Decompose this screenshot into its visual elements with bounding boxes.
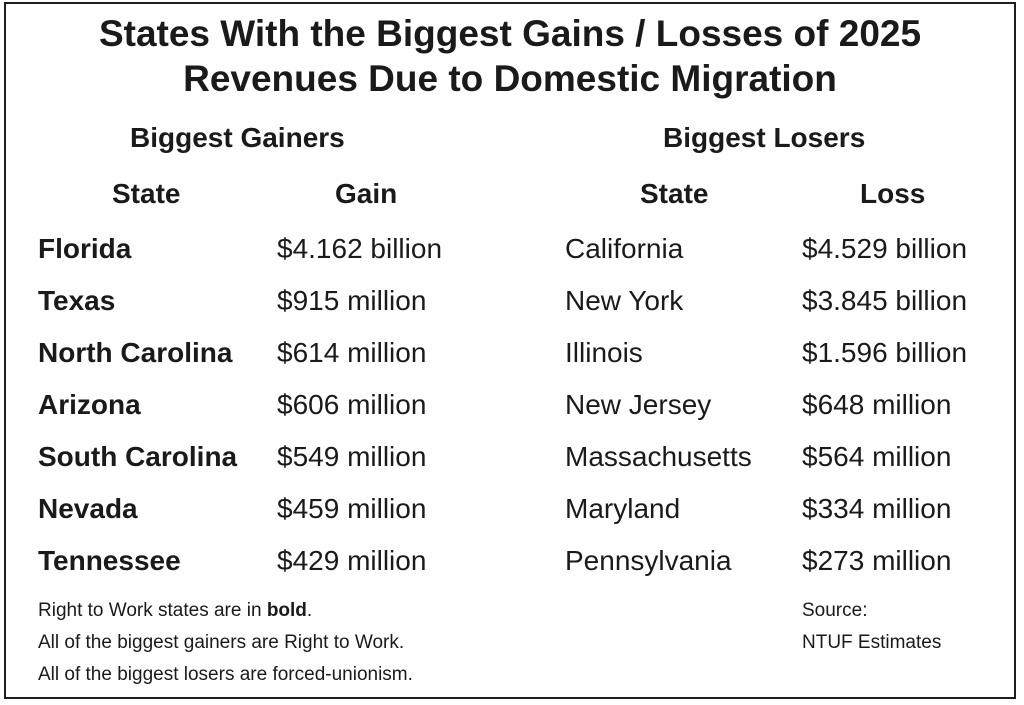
gainer-state-cell: North Carolina: [38, 337, 233, 368]
gainer-state-cell: Tennessee: [38, 545, 181, 576]
gainer-gain-cell: $614 million: [277, 337, 427, 368]
source-value: NTUF Estimates: [802, 632, 942, 653]
loser-loss-cell: $648 million: [802, 389, 952, 420]
gainer-state-cell: Arizona: [38, 389, 141, 420]
loser-state-cell: Maryland: [565, 493, 681, 524]
gainer-state-cell: Florida: [38, 233, 132, 264]
source-label: Source:: [802, 600, 868, 621]
loser-loss-cell: $3.845 billion: [802, 285, 968, 316]
gainer-gain-cell: $459 million: [277, 493, 427, 524]
losers-state-header: State: [640, 178, 709, 209]
title-line-2: Revenues Due to Domestic Migration: [183, 58, 837, 99]
losers-heading: Biggest Losers: [663, 122, 866, 153]
note-line-1-bold: bold: [266, 600, 307, 621]
loser-loss-cell: $273 million: [802, 545, 952, 576]
note-line-3: All of the biggest losers are forced-uni…: [38, 664, 413, 685]
losers-loss-header: Loss: [860, 178, 926, 209]
note-line-1-prefix: Right to Work states are in: [38, 600, 267, 621]
gainer-gain-cell: $915 million: [277, 285, 427, 316]
loser-loss-cell: $334 million: [802, 493, 952, 524]
loser-state-cell: New York: [565, 285, 684, 316]
gainer-gain-cell: $4.162 billion: [277, 233, 443, 264]
loser-state-cell: Illinois: [565, 337, 643, 368]
loser-loss-cell: $564 million: [802, 441, 952, 472]
gainer-state-cell: Texas: [38, 285, 116, 316]
loser-state-cell: California: [565, 233, 684, 264]
gainers-heading: Biggest Gainers: [130, 122, 345, 153]
loser-state-cell: New Jersey: [565, 389, 712, 420]
gainers-gain-header: Gain: [335, 178, 398, 209]
note-line-1: Right to Work states are in bold.: [38, 600, 312, 622]
title-line-1: States With the Biggest Gains / Losses o…: [98, 13, 922, 54]
loser-loss-cell: $1.596 billion: [802, 337, 968, 368]
gainer-gain-cell: $606 million: [277, 389, 427, 420]
loser-state-cell: Pennsylvania: [565, 545, 732, 576]
infographic-frame: States With the Biggest Gains / Losses o…: [4, 2, 1016, 699]
note-line-1-suffix: .: [306, 600, 313, 621]
loser-state-cell: Massachusetts: [565, 441, 752, 472]
gainer-state-cell: Nevada: [38, 493, 138, 524]
loser-loss-cell: $4.529 billion: [802, 233, 968, 264]
gainer-state-cell: South Carolina: [38, 441, 238, 472]
gainers-state-header: State: [112, 178, 181, 209]
gainer-gain-cell: $429 million: [277, 545, 427, 576]
note-line-2: All of the biggest gainers are Right to …: [38, 632, 405, 653]
gainer-gain-cell: $549 million: [277, 441, 427, 472]
